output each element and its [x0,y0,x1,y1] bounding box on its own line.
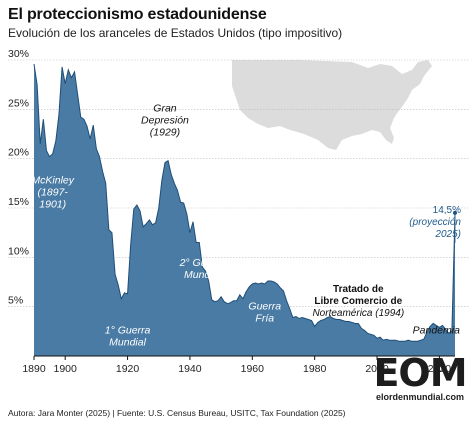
y-tick-label: 5% [8,295,23,307]
annotation-ww1: Mundial [109,336,146,348]
x-tick-label: 2020 [428,363,452,375]
y-tick-label: 15% [8,196,29,208]
axes: 5% 10% 15% 20% 25% 30% 1890 1900 1920 1940 1960 198… [8,48,455,375]
x-tick-label: 1940 [178,363,202,375]
annotation-depression: (1929) [150,126,180,138]
annotation-projection: 14,5% [433,205,461,216]
annotation-mckinley: McKinley [31,174,74,186]
chart-subtitle: Evolución de los aranceles de Estados Un… [8,26,343,40]
annotation-mckinley: (1897- [38,186,69,198]
x-tick-label: 1890 [22,363,46,375]
annotation-ww1: 1° Guerra [105,324,151,336]
y-tick-label: 25% [8,97,29,109]
x-tick-label: 1980 [303,363,327,375]
annotation-coldwar: Guerra [248,301,281,313]
annotation-nafta: Tratado de [333,284,384,295]
annotations: McKinley(1897-1901)1° GuerraMundialGranD… [31,102,461,348]
y-tick-label: 20% [8,147,29,159]
x-tick-label: 1920 [116,363,140,375]
y-tick-label: 30% [8,48,29,60]
x-tick-label: 1960 [241,363,265,375]
usa-map-shape [232,60,432,150]
y-tick-label: 10% [8,245,29,257]
area-line [33,63,456,342]
area-fill [34,63,455,356]
logo-mark: EOM [373,351,467,395]
chart-title: El proteccionismo estadounidense [8,6,267,23]
brand-logo[interactable]: EOM elordenmundial.com [370,354,470,406]
annotation-nafta: Libre Comercio de [314,296,402,307]
source-credit: Autora: Jara Monter (2025) | Fuente: U.S… [8,408,346,418]
usa-map-icon [232,60,432,150]
annotation-projection: 2025) [434,229,461,240]
annotation-ww2: 2° Guerra [179,257,226,269]
x-tick-label: 1900 [54,363,78,375]
annotation-pandemic: Pandemia [413,324,460,336]
annotation-ww2: Mundial [184,269,221,281]
annotation-mckinley: 1901) [39,198,66,210]
annotation-nafta: Norteamérica (1994) [312,308,404,319]
x-tick-label: 2000 [365,363,389,375]
annotation-coldwar: Fría [255,313,274,325]
logo-text: elordenmundial.com [375,392,464,402]
annotation-depression: Depresión [141,114,189,126]
annotation-depression: Gran [153,102,177,114]
annotation-projection: (proyección [409,217,461,228]
